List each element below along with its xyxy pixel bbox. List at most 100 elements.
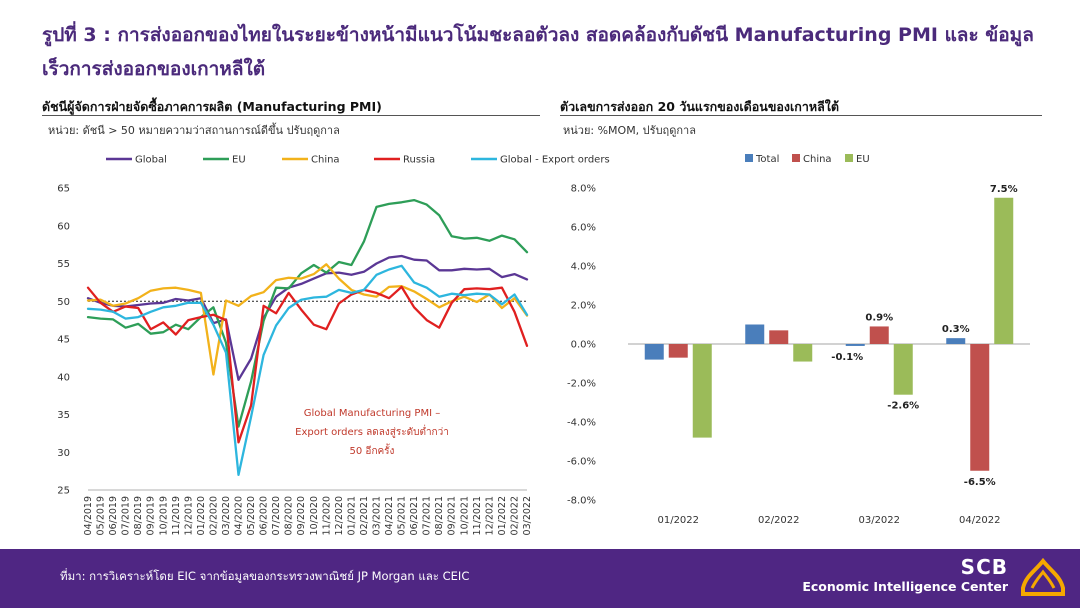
x-category-label: 03/2022	[858, 515, 900, 526]
x-tick-label: 10/2020	[309, 496, 320, 535]
y-tick-label: 65	[57, 184, 70, 195]
data-label: -6.5%	[964, 477, 996, 488]
bar-total-02-2022	[745, 324, 765, 344]
x-tick-label: 03/2021	[371, 496, 382, 535]
x-tick-label: 09/2020	[296, 496, 307, 535]
x-category-label: 04/2022	[959, 515, 1001, 526]
legend-label-total: Total	[755, 154, 779, 165]
annotation-line: 50 อีกครั้ง	[350, 443, 395, 457]
x-tick-label: 08/2019	[133, 496, 144, 535]
bar-eu-02-2022	[793, 344, 813, 362]
x-tick-label: 06/2019	[108, 496, 119, 535]
x-tick-label: 09/2019	[146, 496, 157, 535]
legend-label-2: China	[311, 155, 340, 166]
y-tick-label: 0.0%	[571, 340, 596, 351]
y-tick-label: 8.0%	[571, 184, 596, 195]
y-tick-label: 50	[57, 297, 70, 308]
x-tick-label: 11/2020	[321, 496, 332, 535]
x-tick-label: 02/2020	[208, 496, 219, 535]
y-tick-label: 45	[57, 335, 70, 346]
x-tick-label: 04/2020	[234, 496, 245, 535]
series-line-global-export-orders	[86, 264, 529, 477]
legend-label-3: Russia	[403, 155, 435, 166]
x-tick-label: 10/2021	[459, 496, 470, 535]
legend-label-eu: EU	[856, 154, 870, 165]
left-title-rule	[42, 115, 540, 116]
x-category-label: 01/2022	[657, 515, 699, 526]
x-tick-label: 01/2022	[497, 496, 508, 535]
legend-swatch-total	[745, 154, 753, 162]
legend-label-china: China	[803, 154, 832, 165]
x-tick-label: 03/2020	[221, 496, 232, 535]
bar-total-04-2022	[946, 338, 966, 344]
y-tick-label: 6.0%	[571, 223, 596, 234]
annotation-line: Global Manufacturing PMI –	[304, 408, 440, 419]
x-tick-label: 10/2019	[158, 496, 169, 535]
bar-total-01-2022	[644, 344, 664, 360]
y-tick-label: 60	[57, 221, 70, 232]
x-tick-label: 07/2020	[271, 496, 282, 535]
x-tick-label: 08/2021	[434, 496, 445, 535]
page-title: รูปที่ 3 : การส่งออกของไทยในระยะข้างหน้า…	[42, 24, 1034, 80]
brand-block: SCB Economic Intelligence Center	[802, 555, 1008, 595]
legend-label-1: EU	[232, 155, 246, 166]
brand-eic: Economic Intelligence Center	[802, 579, 1008, 594]
left-chart-title: ดัชนีผู้จัดการฝ่ายจัดซื้อภาคการผลิต (Man…	[42, 99, 382, 114]
data-label: 0.3%	[942, 324, 970, 335]
left-chart-unit: หน่วย: ดัชนี > 50 หมายความว่าสถานการณ์ดี…	[48, 124, 340, 137]
legend-label-4: Global - Export orders	[500, 155, 610, 166]
x-tick-label: 05/2020	[246, 496, 257, 535]
korea-export-bar-chart: Total China EU 8.0% 6.0% 4.0% 2.0% 0.0% -2.0% -4.…	[567, 154, 1030, 526]
y-tick-label: 4.0%	[571, 262, 596, 273]
x-tick-label: 05/2019	[96, 496, 107, 535]
bar-eu-04-2022	[994, 197, 1014, 344]
x-tick-label: 12/2020	[334, 496, 345, 535]
pmi-line-chart: Global EU China Russia Global - Export order…	[57, 155, 609, 536]
y-tick-label: 55	[57, 259, 70, 270]
data-label: -0.1%	[831, 352, 863, 363]
x-tick-label: 08/2020	[284, 496, 295, 535]
x-tick-label: 01/2021	[346, 496, 357, 535]
data-label: 7.5%	[990, 184, 1018, 195]
bar-china-04-2022	[970, 344, 990, 471]
bar-china-03-2022	[869, 326, 889, 344]
x-tick-label: 01/2020	[196, 496, 207, 535]
x-tick-label: 02/2022	[509, 496, 520, 535]
brand-scb: SCB	[960, 555, 1008, 579]
x-category-label: 02/2022	[758, 515, 800, 526]
x-tick-label: 06/2021	[409, 496, 420, 535]
series-line-global	[86, 254, 529, 381]
y-tick-label: 25	[57, 486, 70, 497]
y-tick-label: -4.0%	[567, 418, 596, 429]
x-tick-label: 06/2020	[259, 496, 270, 535]
bar-eu-03-2022	[893, 344, 913, 395]
legend-swatch-china	[792, 154, 800, 162]
series-line-russia	[86, 285, 529, 444]
right-chart-unit: หน่วย: %MOM, ปรับฤดูกาล	[563, 124, 696, 137]
right-title-rule	[560, 115, 1042, 116]
bar-china-01-2022	[668, 344, 688, 358]
y-tick-label: -2.0%	[567, 379, 596, 390]
y-tick-label: 35	[57, 410, 70, 421]
x-tick-label: 11/2021	[472, 496, 483, 535]
x-tick-label: 09/2021	[447, 496, 458, 535]
source-note: ที่มา: การวิเคราะห์โดย EIC จากข้อมูลของก…	[60, 569, 470, 583]
bar-total-03-2022	[845, 344, 865, 346]
series-line-eu	[86, 198, 529, 428]
x-tick-label: 12/2019	[183, 496, 194, 535]
x-tick-label: 02/2021	[359, 496, 370, 535]
x-tick-label: 11/2019	[171, 496, 182, 535]
bar-eu-01-2022	[692, 344, 712, 438]
x-tick-label: 04/2019	[83, 496, 94, 535]
x-tick-label: 03/2022	[522, 496, 533, 535]
x-tick-label: 05/2021	[397, 496, 408, 535]
legend-swatch-eu	[845, 154, 853, 162]
y-tick-label: 40	[57, 372, 70, 383]
legend-label-0: Global	[135, 155, 167, 166]
footer-bar: ที่มา: การวิเคราะห์โดย EIC จากข้อมูลของก…	[0, 549, 1080, 608]
x-tick-label: 07/2021	[422, 496, 433, 535]
scb-logo-icon	[1021, 557, 1065, 596]
data-label: -2.6%	[887, 401, 919, 412]
x-tick-label: 12/2021	[484, 496, 495, 535]
right-chart-title: ตัวเลขการส่งออก 20 วันแรกของเดือนของเกาห…	[560, 99, 839, 114]
